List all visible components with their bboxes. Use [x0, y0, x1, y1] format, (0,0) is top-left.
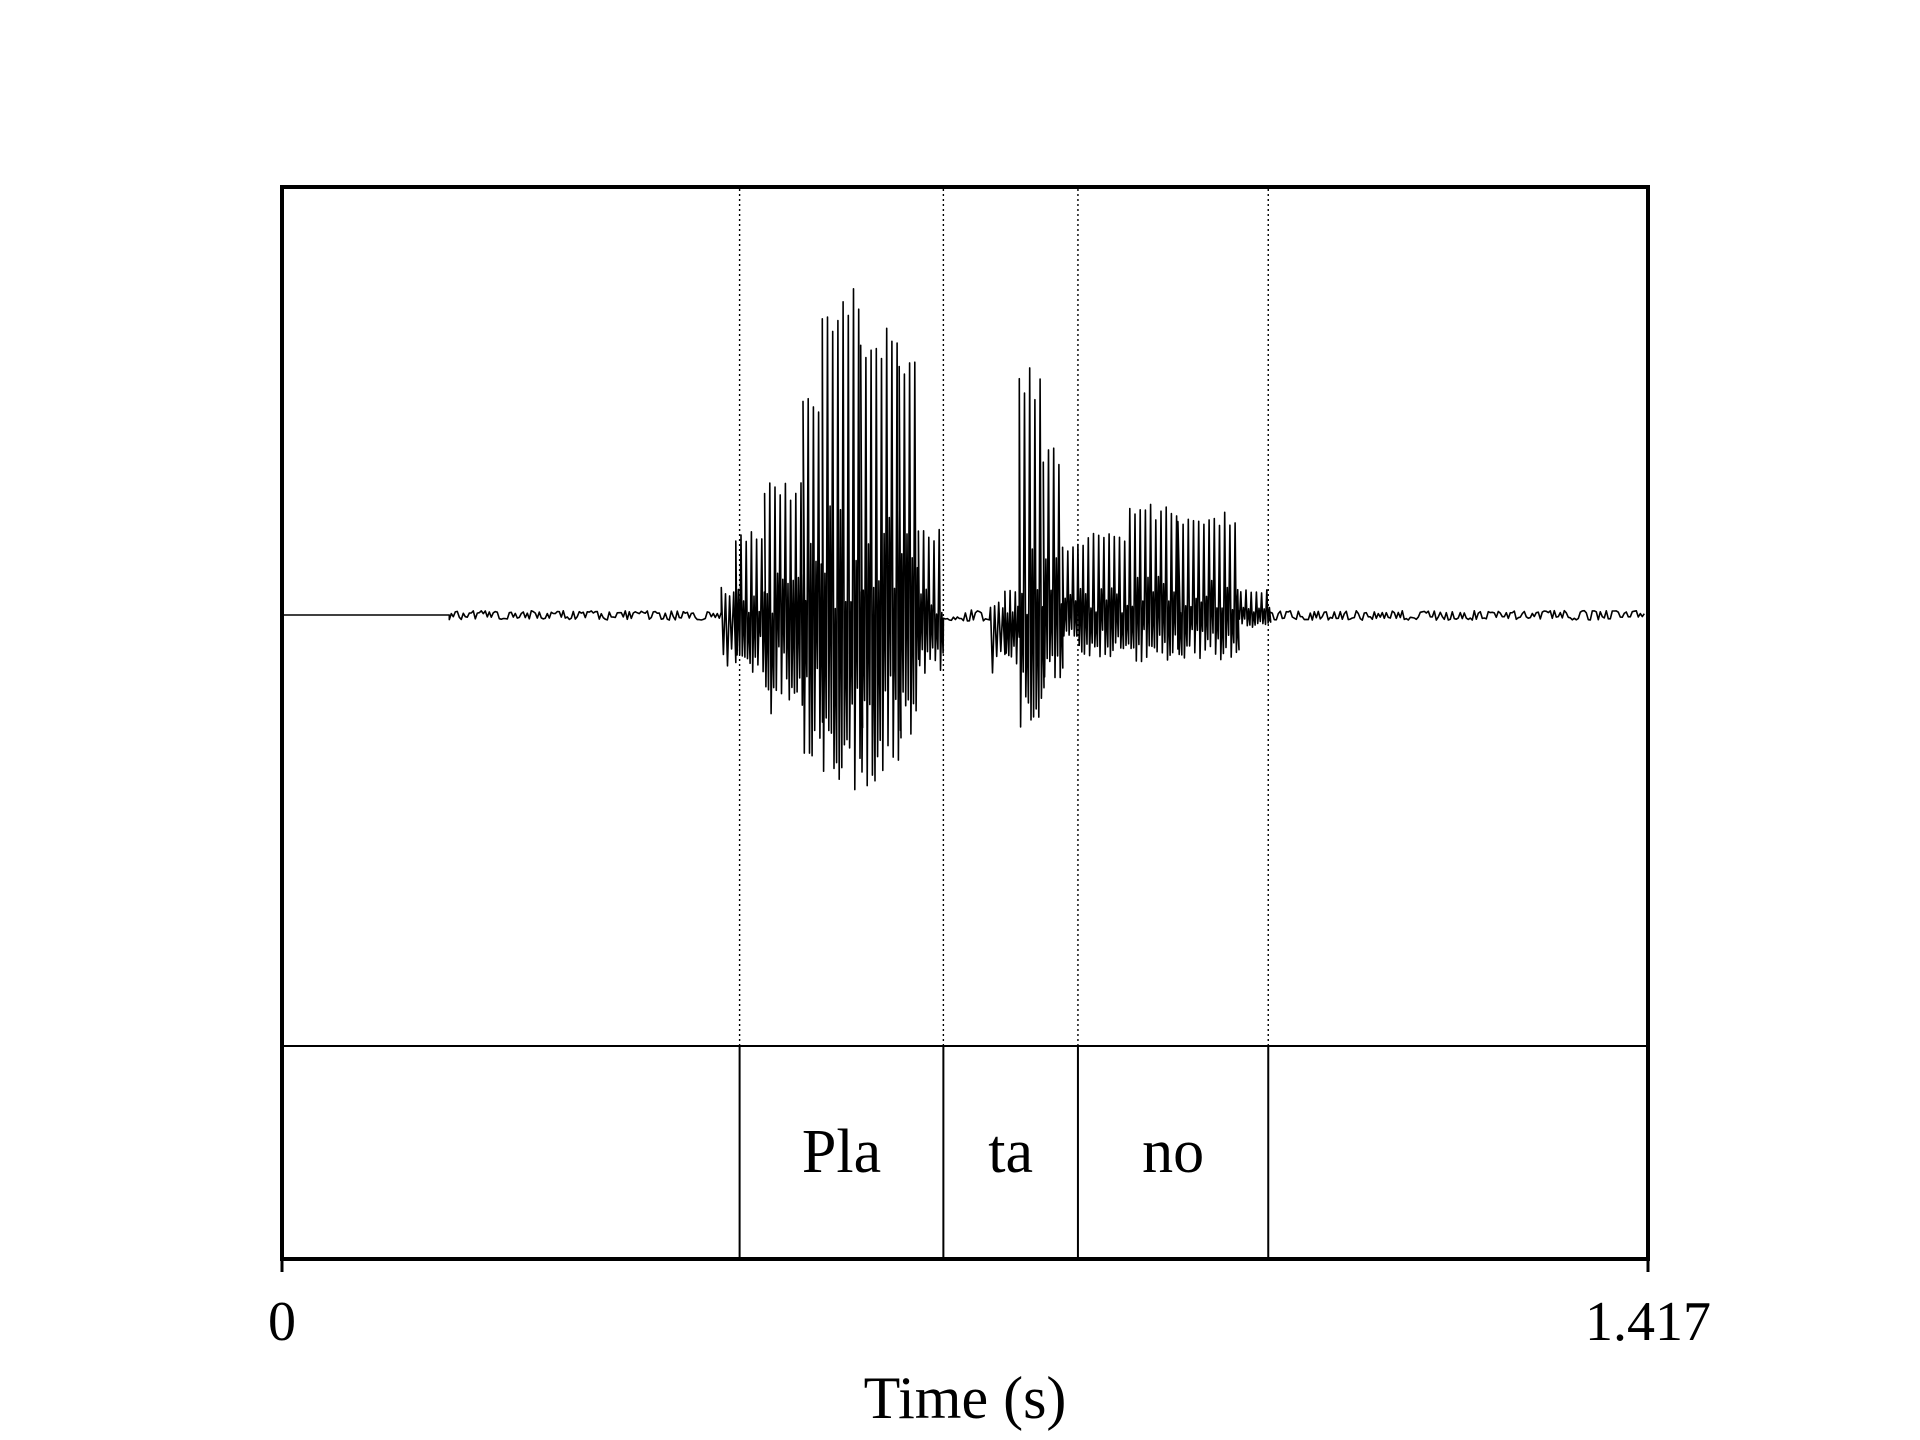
interval-label: Pla [802, 1118, 881, 1186]
tick-label-start: 0 [268, 1291, 296, 1353]
x-axis-label: Time (s) [864, 1365, 1067, 1431]
annotation-tier: Pla ta no [284, 1045, 1646, 1257]
waveform-panel [284, 189, 1645, 1046]
tier-labels: Pla ta no [802, 1118, 1204, 1186]
tier-boundary-lines [738, 1046, 1270, 1257]
time-axis: 0 1.417 Time (s) [268, 1259, 1711, 1431]
interval-label: no [1142, 1118, 1204, 1186]
plot-frame [280, 185, 1650, 1261]
tick-label-end: 1.417 [1585, 1291, 1711, 1353]
interval-label: ta [988, 1118, 1033, 1186]
waveform-trace [284, 288, 1645, 791]
